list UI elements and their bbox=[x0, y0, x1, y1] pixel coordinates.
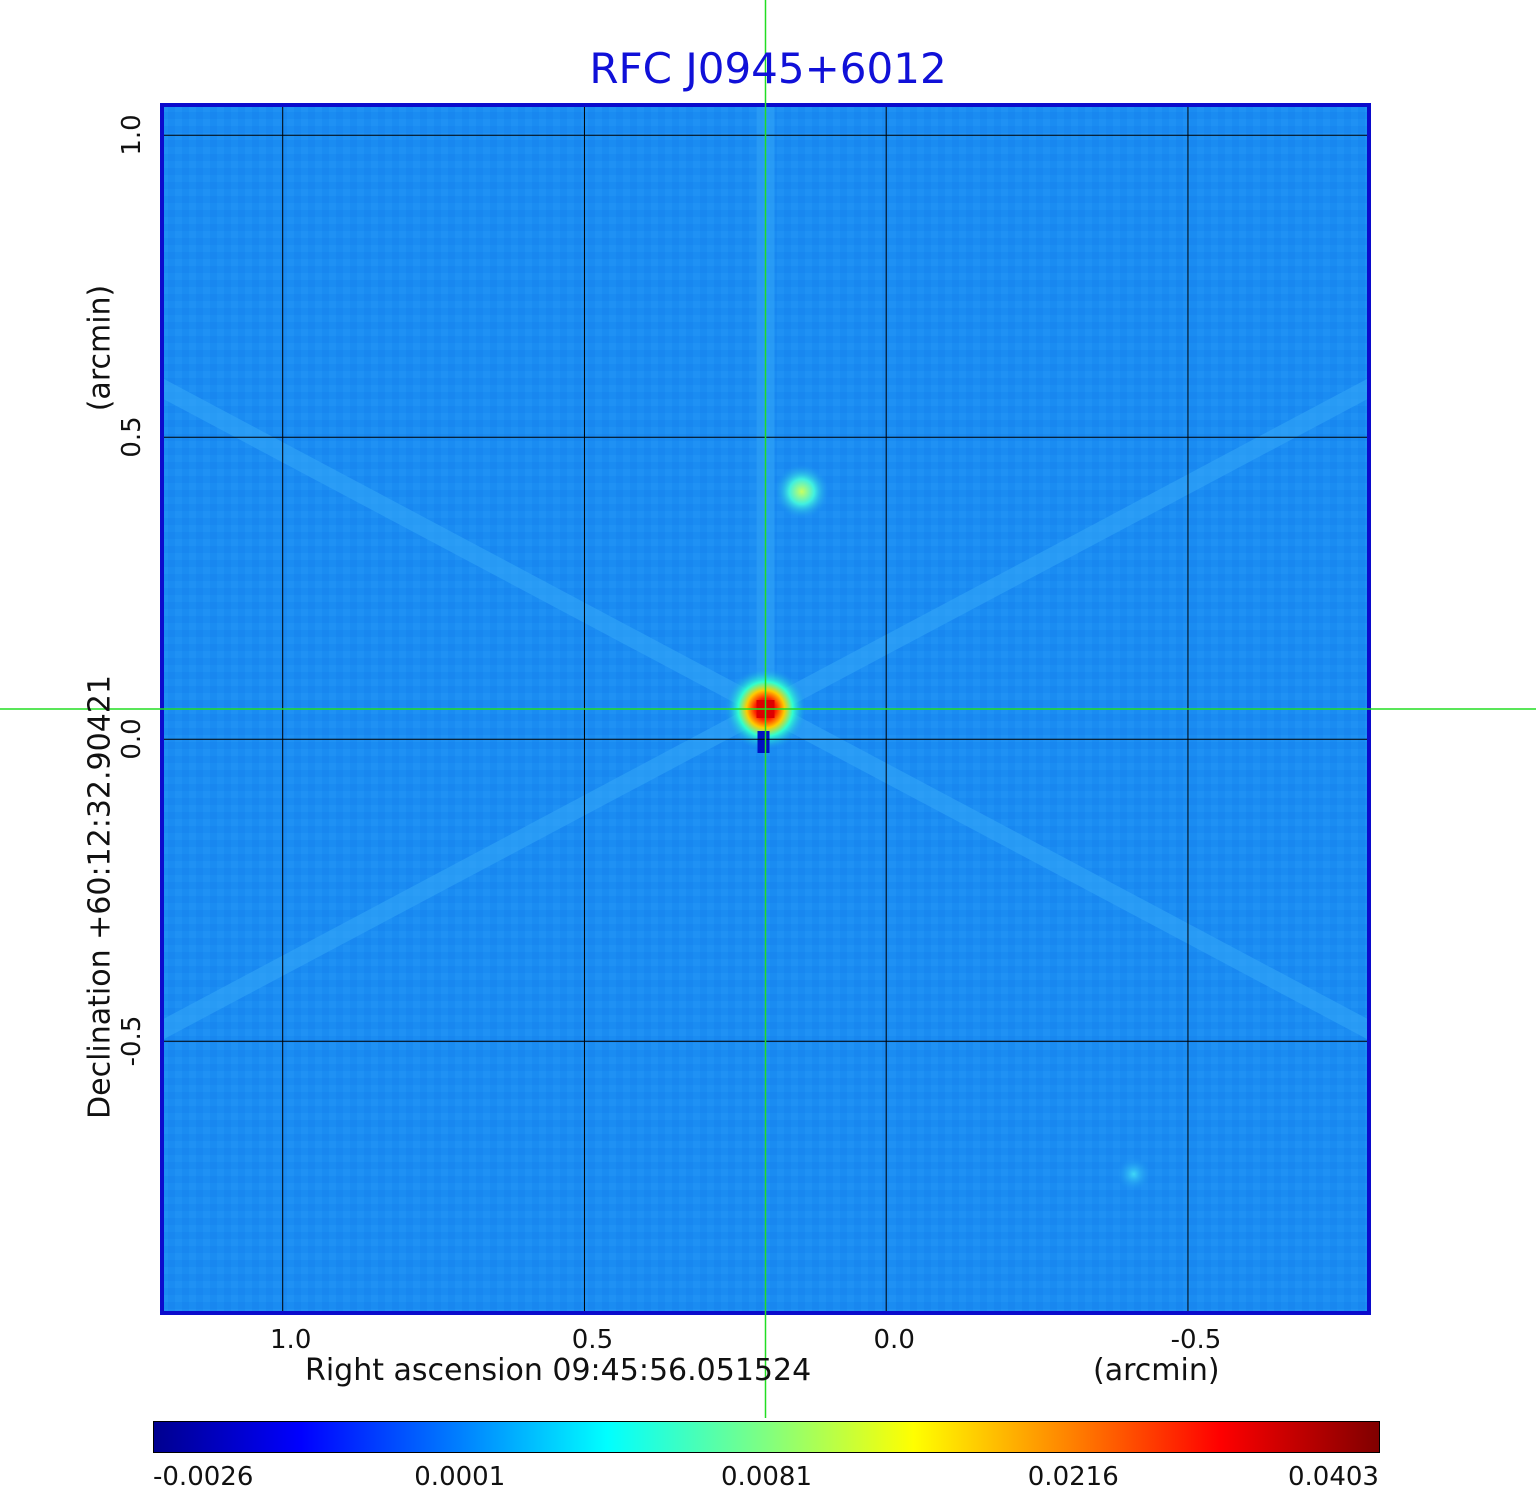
colorbar-tick-3: 0.0216 bbox=[1027, 1462, 1119, 1492]
y-tick-label-3: -0.5 bbox=[117, 1015, 147, 1067]
y-tick-label-1: 0.5 bbox=[117, 416, 147, 458]
colorbar bbox=[153, 1421, 1380, 1453]
colorbar-tick-2: 0.0081 bbox=[721, 1462, 812, 1492]
x-tick-label-3: -0.5 bbox=[1170, 1325, 1222, 1355]
x-tick-label-0: 1.0 bbox=[270, 1325, 312, 1355]
colorbar-tick-0: -0.0026 bbox=[153, 1462, 254, 1492]
intensity-map bbox=[162, 105, 1369, 1313]
colorbar-tick-4: 0.0403 bbox=[1288, 1462, 1379, 1492]
y-tick-label-0: 1.0 bbox=[117, 114, 147, 156]
negative-artifact bbox=[757, 731, 770, 753]
source-2 bbox=[1115, 1156, 1152, 1193]
x-axis-unit: (arcmin) bbox=[1093, 1353, 1220, 1388]
y-axis-label: Declination +60:12:32.90421 bbox=[82, 675, 118, 1119]
x-axis-label: Right ascension 09:45:56.051524 bbox=[305, 1353, 812, 1388]
source-1 bbox=[773, 463, 830, 520]
x-tick-label-1: 0.5 bbox=[571, 1325, 614, 1355]
sidelobe-3 bbox=[162, 377, 770, 717]
sidelobe-1 bbox=[761, 701, 1369, 1041]
x-tick-label-2: 0.0 bbox=[873, 1325, 915, 1355]
y-tick-label-2: 0.0 bbox=[117, 718, 147, 760]
sidelobe-0 bbox=[761, 377, 1369, 717]
colorbar-tick-1: 0.0001 bbox=[414, 1462, 506, 1492]
chart-title: RFC J0945+6012 bbox=[589, 44, 947, 93]
sidelobe-2 bbox=[162, 701, 770, 1041]
y-axis-unit: (arcmin) bbox=[82, 284, 118, 412]
crosshair bbox=[0, 0, 1536, 1418]
